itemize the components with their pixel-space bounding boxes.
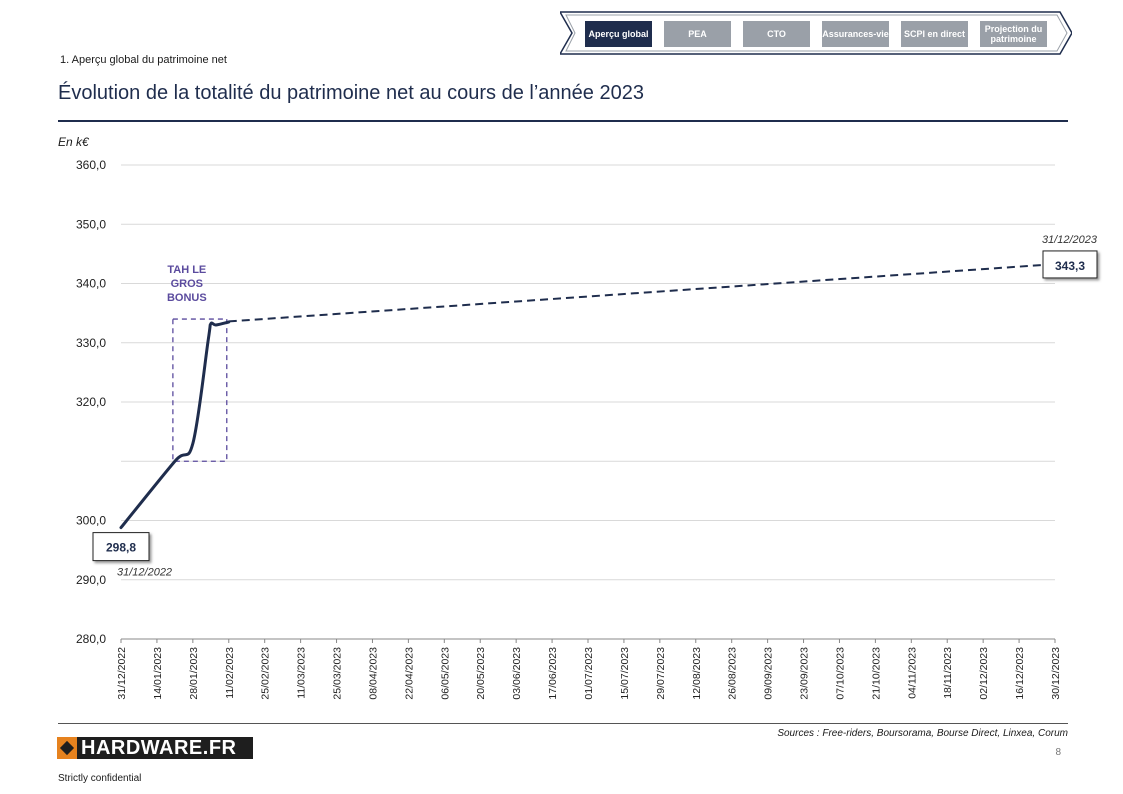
y-axis-unit-label: En k€ [58, 135, 89, 149]
sources-note: Sources : Free-riders, Boursorama, Bours… [777, 728, 1068, 739]
x-tick-label: 03/06/2023 [511, 647, 523, 700]
x-tick-label: 15/07/2023 [619, 647, 631, 700]
logo-text: HARDWARE.FR [81, 736, 237, 759]
y-tick-label: 290,0 [76, 573, 106, 587]
footer-divider [58, 723, 1068, 724]
x-tick-label: 11/02/2023 [224, 647, 236, 699]
net-worth-line-chart: 280,0 290,0 300,0 320,0 330,0 340,0 350,0 360,0… [76, 158, 1098, 700]
tab-scpi-en-direct[interactable]: SCPI en direct [901, 21, 968, 47]
x-tick-label: 02/12/2023 [978, 647, 990, 700]
start-value-box [92, 532, 150, 562]
x-tick-label: 16/12/2023 [1014, 647, 1026, 700]
x-tick-label: 06/05/2023 [439, 647, 451, 700]
x-tick-label: 01/07/2023 [583, 647, 595, 700]
section-label: 1. Aperçu global du patrimoine net [60, 54, 227, 66]
tab-pea[interactable]: PEA [664, 21, 731, 47]
y-tick-label: 300,0 [76, 514, 106, 528]
x-tick-label: 12/08/2023 [691, 647, 703, 700]
end-date-label: 31/12/2023 [1042, 234, 1098, 246]
confidentiality-note: Strictly confidential [58, 773, 142, 784]
actual-net-worth-line [119, 320, 231, 530]
x-tick-label: 21/10/2023 [870, 647, 882, 700]
start-date-label: 31/12/2022 [117, 567, 172, 579]
x-tick-label: 28/01/2023 [188, 647, 200, 700]
y-tick-label: 340,0 [76, 277, 106, 291]
tab-projection-patrimoine[interactable]: Projection du patrimoine [980, 21, 1047, 47]
bonus-label: GROS [171, 278, 203, 290]
bonus-label: TAH LE [167, 264, 206, 276]
tab-assurances-vie[interactable]: Assurances-vie [822, 21, 889, 47]
x-tick-label: 09/09/2023 [763, 647, 775, 700]
bonus-highlight-box [172, 318, 228, 462]
y-tick-label: 360,0 [76, 158, 106, 172]
title-divider [58, 120, 1068, 122]
y-tick-label: 330,0 [76, 336, 106, 350]
x-tick-label: 07/10/2023 [834, 647, 846, 700]
hardware-fr-logo: HARDWARE.FR [57, 737, 253, 759]
x-tick-label: 04/11/2023 [906, 647, 918, 699]
logo-mark-icon [57, 737, 77, 759]
x-tick-label: 08/04/2023 [367, 647, 379, 700]
tab-apercu-global[interactable]: Aperçu global [585, 21, 652, 47]
projected-net-worth-line [228, 262, 1058, 323]
x-tick-label: 20/05/2023 [475, 647, 487, 700]
x-tick-label: 26/08/2023 [727, 647, 739, 700]
tab-cto[interactable]: CTO [743, 21, 810, 47]
end-value-box [1042, 250, 1098, 279]
x-tick-label: 25/03/2023 [332, 647, 344, 700]
x-tick-label: 30/12/2023 [1050, 647, 1062, 700]
x-tick-label: 18/11/2023 [942, 647, 954, 699]
page-title: Évolution de la totalité du patrimoine n… [58, 82, 644, 104]
x-tick-label: 11/03/2023 [296, 647, 308, 699]
x-tick-label: 25/02/2023 [260, 647, 272, 700]
start-value-label: 298,8 [106, 541, 136, 555]
y-tick-label: 350,0 [76, 217, 106, 231]
x-tick-label: 14/01/2023 [152, 647, 164, 700]
x-tick-label: 22/04/2023 [403, 647, 415, 700]
x-tick-label: 23/09/2023 [799, 647, 811, 700]
end-value-label: 343,3 [1055, 259, 1085, 273]
y-tick-label: 280,0 [76, 632, 106, 646]
bonus-label: BONUS [167, 292, 207, 304]
y-tick-label: 320,0 [76, 395, 106, 409]
x-tick-label: 29/07/2023 [655, 647, 667, 700]
page-number: 8 [1055, 747, 1061, 758]
x-tick-label: 31/12/2022 [116, 647, 128, 700]
x-tick-label: 17/06/2023 [547, 647, 559, 700]
